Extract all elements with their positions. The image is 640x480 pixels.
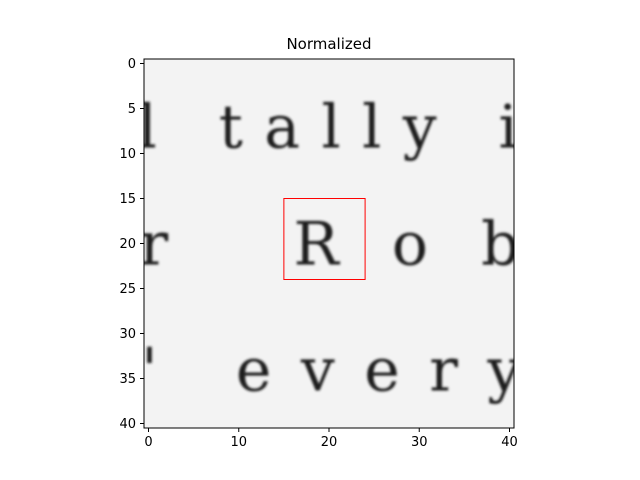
y-tick-label: 10 (119, 147, 136, 162)
x-tick-label: 20 (321, 435, 338, 450)
image-text-row: l tally i (138, 93, 518, 163)
y-tick-label: 15 (119, 192, 136, 207)
y-tick-label: 5 (128, 102, 136, 117)
x-tick-label: 30 (411, 435, 428, 450)
x-tick-label: 40 (501, 435, 518, 450)
heatmap-background (144, 59, 514, 428)
heatmap-plot-area: l tally ir Rob' every (138, 59, 521, 428)
y-tick-label: 30 (119, 327, 136, 342)
y-tick-label: 0 (128, 57, 136, 72)
highlight-box (283, 198, 366, 280)
x-tick-label: 10 (230, 435, 247, 450)
chart-title: Normalized (286, 35, 371, 53)
y-axis: 0 5 10 15 20 25 30 35 40 (119, 57, 144, 432)
x-axis: 0 10 20 30 40 (144, 428, 518, 450)
x-tick-label: 0 (144, 435, 152, 450)
y-tick-label: 25 (119, 282, 136, 297)
y-tick-label: 20 (119, 237, 136, 252)
y-tick-label: 35 (119, 372, 136, 387)
y-tick-label: 40 (119, 417, 136, 432)
image-text-row: ' every (141, 336, 521, 406)
